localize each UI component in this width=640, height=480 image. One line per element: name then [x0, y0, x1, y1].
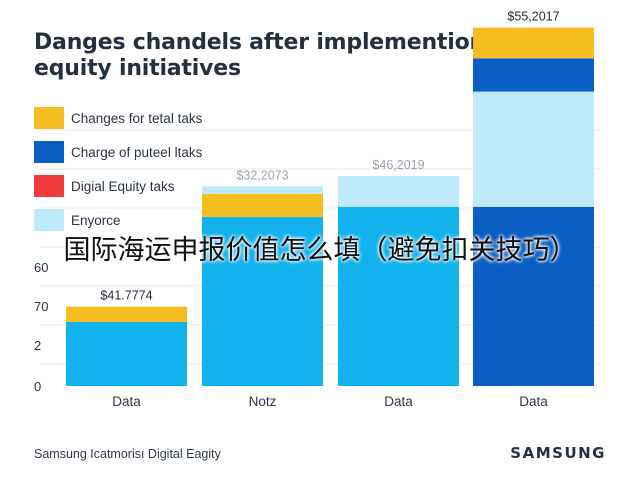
y-tick-label-2: 70 — [34, 299, 48, 314]
legend-label-0: Changes for tetal taks — [71, 111, 203, 126]
legend-swatch-2 — [34, 175, 64, 197]
bar-segment-1-5 — [202, 186, 323, 194]
bar-segment-0-4 — [66, 306, 187, 322]
bar-segment-1-4 — [202, 194, 323, 218]
legend-label-3: Enyorce — [71, 213, 121, 228]
legend-swatch-3 — [34, 209, 64, 231]
bar-value-label-0: $41.7774 — [100, 289, 152, 303]
bar-segment-1-0 — [202, 217, 323, 386]
bar-segment-3-4 — [473, 27, 594, 59]
bar-segment-3-1 — [473, 206, 594, 386]
bar-segment-3-3 — [473, 58, 594, 92]
y-tick-label-0: 0 — [34, 379, 41, 394]
x-axis: Data Notz Data Data — [112, 394, 548, 409]
x-tick-label-1: Notz — [249, 394, 277, 409]
y-tick-label-3: 60 — [34, 260, 48, 275]
legend-swatch-1 — [34, 141, 64, 163]
bar-value-label-2: $46,2019 — [372, 158, 424, 172]
bar-segment-2-2 — [338, 176, 459, 207]
x-tick-label-2: Data — [384, 394, 413, 409]
bars — [66, 27, 594, 386]
bar-value-label-3: $55,2017 — [507, 10, 559, 24]
bar-segment-2-0 — [338, 206, 459, 386]
bar-segment-3-2 — [473, 91, 594, 207]
y-axis: 0 2 70 60 — [34, 260, 48, 394]
x-tick-label-0: Data — [112, 394, 141, 409]
brand-logo: SAMSUNG — [510, 444, 606, 462]
legend-label-1: Charge of puteel ltaks — [71, 145, 203, 160]
legend: Changes for tetal taks Charge of puteel l… — [34, 107, 203, 231]
y-tick-label-1: 2 — [34, 338, 41, 353]
overlay-caption: 国际海运申报价值怎么填（避免扣关技巧） — [63, 235, 577, 266]
legend-swatch-0 — [34, 107, 64, 129]
x-tick-label-3: Data — [519, 394, 548, 409]
source-note: Samsung Icatmorisı Digital Eagity — [34, 447, 221, 461]
bar-labels: $41.7774 $32,2073 $46,2019 $55,2017 — [100, 10, 559, 303]
legend-label-2: Digial Equity taks — [71, 179, 175, 194]
bar-value-label-1: $32,2073 — [236, 168, 288, 182]
bar-segment-0-0 — [66, 322, 187, 386]
